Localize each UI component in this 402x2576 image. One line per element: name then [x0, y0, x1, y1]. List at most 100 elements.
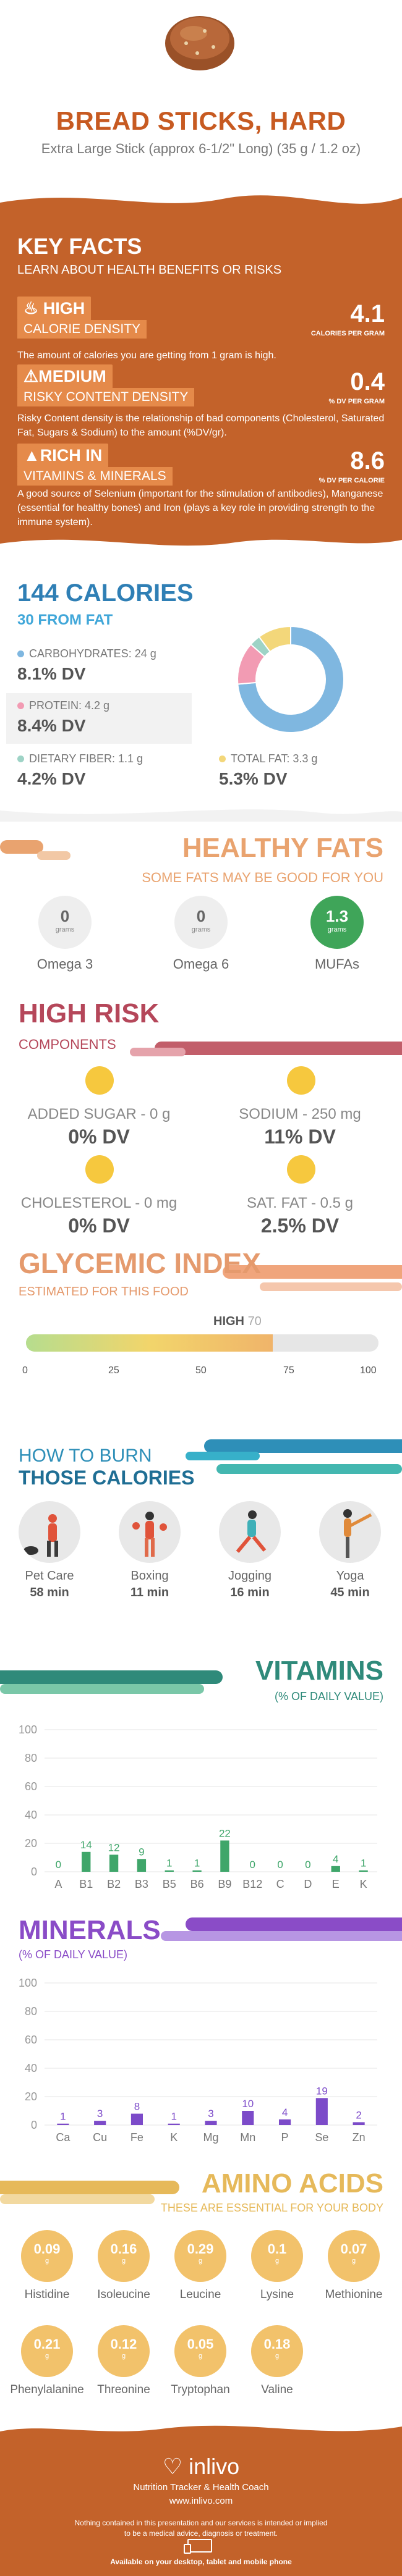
fact-value: 4.1: [350, 300, 385, 327]
calories-total: 144 CALORIES: [17, 579, 194, 607]
fact-label: VITAMINS & MINERALS: [17, 467, 173, 486]
bar-k: [359, 1870, 368, 1872]
omega3-label: Omega 3: [36, 956, 93, 972]
risk-sat-fat: SAT. FAT - 0.5 g 2.5% DV: [246, 1195, 354, 1235]
fact-unit: % DV PER GRAM: [328, 398, 385, 405]
amino-label: Tryptophan: [171, 2383, 230, 2396]
bar-value-label: 3: [208, 2108, 213, 2119]
bar-value-label: 22: [219, 1827, 231, 1839]
calories-from-fat: 30 FROM FAT: [17, 612, 113, 628]
decor-bar: [161, 1931, 402, 1941]
decor-bar: [37, 851, 71, 860]
y-tick-label: 20: [25, 1837, 37, 1850]
bar-value-label: 10: [242, 2098, 254, 2110]
x-tick-label: A: [54, 1878, 62, 1890]
x-tick-label: K: [170, 2131, 177, 2144]
high-risk-section: HIGH RISK COMPONENTS ADDED SUGAR - 0 g 0%…: [0, 988, 402, 1235]
amino-label: Phenylalanine: [10, 2383, 84, 2396]
amino-label: Methionine: [325, 2288, 383, 2301]
decor-bar: [260, 1282, 402, 1291]
brand-url[interactable]: www.inlivo.com: [169, 2496, 233, 2506]
key-facts-section: KEY FACTS LEARN ABOUT HEALTH BENEFITS OR…: [0, 185, 402, 556]
fact-value: 8.6: [350, 447, 385, 474]
nutrient-fiber: DIETARY FIBER: 1.1 g 4.2% DV: [17, 752, 143, 788]
wave-divider: [0, 2415, 402, 2431]
amino-label: Threonine: [97, 2383, 150, 2396]
amino-tryptophan: 0.05 g: [174, 2325, 226, 2377]
bar-value-label: 2: [356, 2109, 361, 2121]
y-tick-label: 80: [25, 1752, 37, 1764]
fact-level: ♨ HIGH: [17, 297, 92, 321]
nutrient-protein: PROTEIN: 4.2 g 8.4% DV: [6, 693, 192, 744]
warning-icon: ⚠: [24, 367, 39, 385]
bar-value-label: 1: [171, 2111, 176, 2123]
fact-unit: CALORIES PER GRAM: [310, 330, 385, 337]
brand-logo[interactable]: ♡ inlivo: [162, 2454, 240, 2479]
vitamins-section: VITAMINS (% OF DAILY VALUE) 0 20 40 60 80 100…: [0, 1649, 402, 1909]
y-tick-label: 20: [25, 2090, 37, 2103]
bar-value-label: 1: [361, 1858, 366, 1869]
x-tick-label: B3: [135, 1878, 148, 1890]
x-tick-label: Ca: [56, 2131, 71, 2144]
vitamins-bar-chart: 0204060801000A14B112B29B31B51B622B90B120…: [19, 1724, 377, 1890]
macronutrient-donut-chart: [237, 625, 344, 733]
bar-value-label: 8: [134, 2101, 140, 2113]
x-tick-label: K: [360, 1878, 367, 1890]
decor-bar: [186, 1452, 260, 1460]
decor-bar: [155, 1042, 402, 1055]
nutrient-fat: TOTAL FAT: 3.3 g 5.3% DV: [219, 752, 318, 788]
y-tick-label: 0: [31, 2119, 37, 2131]
amino-threonine: 0.12 g: [98, 2325, 150, 2377]
activity-boxing: Boxing 11 min: [113, 1501, 187, 1600]
glycemic-fill: [26, 1334, 273, 1352]
amino-isoleucine: 0.16 g: [98, 2230, 150, 2282]
x-tick-label: Fe: [130, 2131, 143, 2144]
risk-sodium: SODIUM - 250 mg 11% DV: [239, 1106, 361, 1148]
donut-slice-total-fat: [258, 625, 291, 653]
glycemic-section: GLYCEMIC INDEX ESTIMATED FOR THIS FOOD H…: [0, 1235, 402, 1427]
amino-label: Valine: [261, 2383, 293, 2396]
bar-b9: [220, 1840, 229, 1872]
omega3-value: 0 grams: [38, 896, 92, 949]
x-tick-label: Se: [315, 2131, 328, 2144]
smile-icon: [85, 1066, 114, 1095]
fact-desc: Risky Content density is the relationshi…: [17, 413, 385, 438]
decor-bar: [223, 1265, 402, 1279]
glycemic-title: GLYCEMIC INDEX: [19, 1247, 261, 1279]
amino-label: Leucine: [179, 2288, 221, 2301]
amino-valine: 0.18 g: [251, 2325, 303, 2377]
page-title: BREAD STICKS, HARD: [56, 106, 346, 135]
decor-bar: [0, 840, 43, 854]
glycemic-readout: HIGH 70: [213, 1315, 262, 1328]
bar-b6: [192, 1870, 202, 1872]
amino-lysine: 0.1 g: [251, 2230, 303, 2282]
bar-value-label: 0: [305, 1859, 310, 1871]
y-tick-label: 60: [25, 1780, 37, 1793]
scale-tick: 50: [195, 1365, 207, 1376]
y-tick-label: 100: [19, 1977, 37, 1989]
scale-tick: 25: [108, 1365, 119, 1376]
fact-level: ⚠MEDIUM: [17, 364, 113, 389]
x-tick-label: E: [332, 1878, 340, 1890]
header: BREAD STICKS, HARD Extra Large Stick (ap…: [0, 0, 402, 185]
yoga-icon: [319, 1501, 381, 1563]
bar-value-label: 0: [250, 1859, 255, 1871]
amino-phenylalanine: 0.21 g: [21, 2325, 73, 2377]
legend-dot: [17, 756, 24, 762]
y-tick-label: 100: [19, 1724, 37, 1736]
amino-methionine: 0.07 g: [328, 2230, 380, 2282]
burn-calories-section: HOW TO BURN THOSE CALORIES Pet Care 58 mi…: [0, 1427, 402, 1649]
amino-subtitle: THESE ARE ESSENTIAL FOR YOUR BODY: [160, 2202, 383, 2214]
minerals-title: MINERALS: [19, 1915, 161, 1945]
decor-bar: [0, 1670, 223, 1684]
healthy-fats-title: HEALTHY FATS: [182, 833, 383, 863]
x-tick-label: Mn: [240, 2131, 255, 2144]
y-tick-label: 80: [25, 2005, 37, 2018]
amino-leucine: 0.29 g: [174, 2230, 226, 2282]
bar-ca: [57, 2123, 69, 2125]
amino-title: AMINO ACIDS: [201, 2168, 383, 2199]
decor-bar: [216, 1464, 402, 1474]
decor-bar: [186, 1917, 402, 1931]
glycemic-subtitle: ESTIMATED FOR THIS FOOD: [19, 1285, 189, 1299]
y-tick-label: 40: [25, 1809, 37, 1821]
